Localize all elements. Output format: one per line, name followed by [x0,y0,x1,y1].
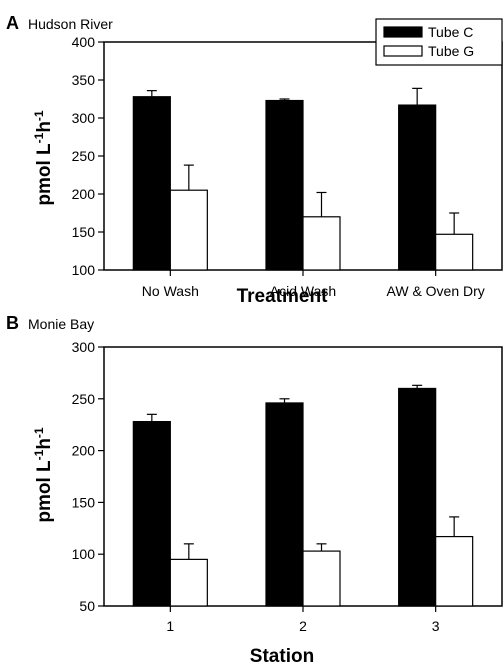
b-ytick-label: 100 [72,546,96,562]
panel-a-ylabel: pmol L-1h-1 [32,110,55,206]
b-category-label: 3 [432,618,440,634]
panel-a-xlabel: Treatment [237,286,328,307]
a-legend-swatch [383,45,423,57]
a-ytick-label: 350 [72,72,96,88]
b-category-label: 2 [299,618,307,634]
b-bar-tube-c [132,420,171,607]
a-legend-swatch [383,26,423,38]
b-bar-tube-g [302,550,341,607]
a-bar-tube-c [265,99,304,271]
b-bar-tube-c [398,387,437,607]
b-ytick-label: 250 [72,391,96,407]
b-ytick-label: 300 [72,339,96,355]
a-bar-tube-g [302,216,341,271]
a-category-label: No Wash [142,283,199,299]
b-bar-tube-g [169,558,208,607]
panel-b-letter: B [6,313,19,333]
a-legend-label: Tube G [428,43,474,59]
a-ytick-label: 250 [72,148,96,164]
a-ytick-label: 100 [72,262,96,278]
b-category-label: 1 [166,618,174,634]
b-bar-tube-g [435,535,474,607]
a-legend-label: Tube C [428,24,473,40]
panel-b-title: Monie Bay [28,316,94,332]
panel-a-title: Hudson River [28,16,113,32]
a-bar-tube-g [435,233,474,271]
a-category-label: AW & Oven Dry [387,283,485,299]
panel-b-ylabel: pmol L-1h-1 [32,427,55,523]
a-ytick-label: 400 [72,34,96,50]
panel-a: A Hudson River pmol L-1h-1 Treatment 100… [6,13,503,307]
panel-b: B Monie Bay pmol L-1h-1 Station 50 100 150… [6,313,503,667]
a-category-label: Acid Wash [270,283,336,299]
a-bar-tube-g [169,189,208,271]
b-ytick-label: 50 [79,598,95,614]
panel-a-letter: A [6,13,19,33]
b-bar-tube-c [265,402,304,607]
a-ytick-label: 150 [72,224,96,240]
a-ytick-label: 300 [72,110,96,126]
panel-b-xlabel: Station [250,646,314,667]
a-bar-tube-c [398,104,437,271]
b-ytick-label: 200 [72,443,96,459]
b-ytick-label: 150 [72,494,96,510]
a-bar-tube-c [132,96,171,271]
a-ytick-label: 200 [72,186,96,202]
